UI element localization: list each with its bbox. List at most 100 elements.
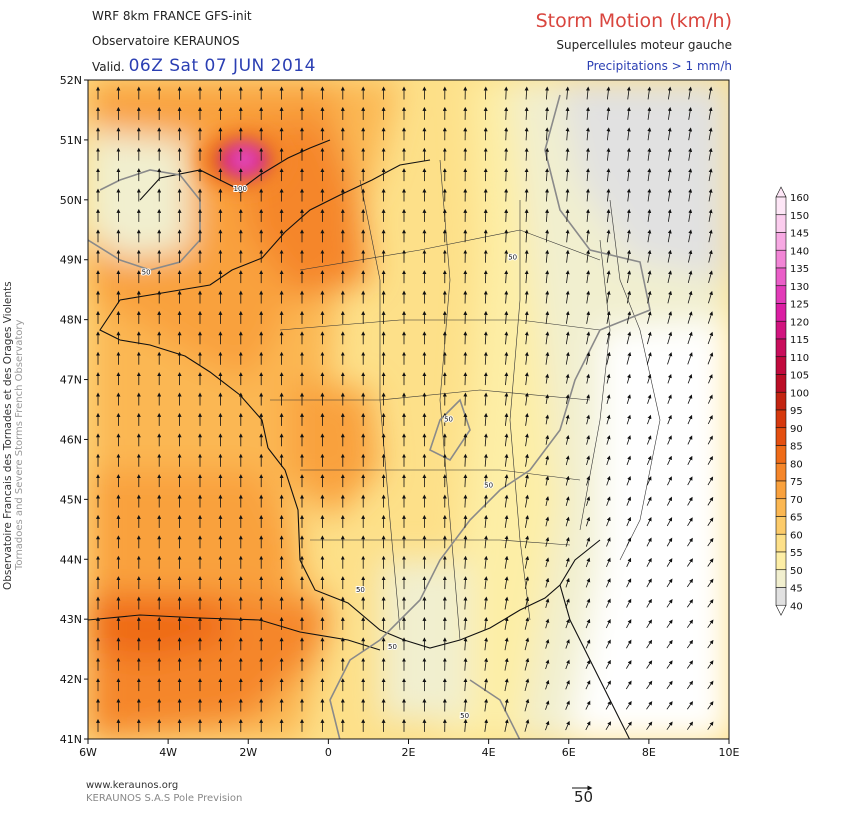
longitude-axis: 6W 4W 2W 0 2E 4E 6E 8E 10E (79, 739, 740, 759)
motion-arrow (586, 270, 591, 284)
legend-value: 140 (790, 246, 809, 257)
motion-arrow (504, 719, 509, 732)
motion-arrow (666, 680, 673, 690)
motion-arrow (708, 229, 713, 243)
motion-arrow (667, 188, 672, 202)
motion-arrow (708, 374, 713, 384)
legend-swatch (775, 409, 787, 429)
reference-arrow-value: 50 (574, 788, 594, 806)
motion-arrow (606, 311, 611, 324)
motion-arrow (585, 618, 591, 629)
motion-arrow (707, 680, 714, 690)
motion-arrow (667, 270, 672, 284)
motion-arrow (606, 435, 611, 445)
motion-arrow (605, 659, 611, 669)
motion-arrow (647, 208, 652, 222)
motion-arrow (647, 86, 652, 100)
motion-arrow (667, 127, 672, 141)
motion-arrow (484, 616, 489, 630)
motion-arrow (545, 373, 550, 384)
motion-arrow (647, 394, 652, 404)
motion-arrow (646, 578, 652, 588)
motion-arrow (585, 700, 591, 710)
lat-tick-label: 41N (60, 733, 82, 746)
motion-arrow (545, 455, 550, 466)
motion-arrow (606, 208, 611, 222)
motion-arrow (625, 721, 632, 730)
motion-arrow (565, 86, 570, 100)
motion-arrow (565, 577, 570, 588)
motion-arrow (626, 147, 631, 161)
motion-arrow (483, 372, 488, 386)
motion-arrow (545, 434, 550, 445)
lat-tick-label: 52N (60, 74, 82, 87)
motion-arrow (647, 229, 652, 243)
motion-arrow (565, 229, 570, 243)
legend-swatch (775, 232, 787, 251)
motion-arrow (667, 106, 672, 120)
motion-arrow (585, 680, 591, 690)
motion-arrow (688, 168, 693, 182)
legend-swatch (775, 533, 787, 553)
motion-arrow (565, 147, 570, 161)
motion-arrow (545, 516, 550, 527)
motion-arrow (666, 599, 673, 608)
motion-arrow (483, 474, 488, 488)
motion-arrow (585, 537, 591, 547)
motion-arrow (585, 168, 590, 182)
motion-arrow (606, 249, 611, 263)
motion-arrow (626, 537, 632, 547)
motion-arrow (626, 639, 632, 649)
motion-arrow (524, 433, 529, 447)
motion-arrow (626, 188, 631, 202)
motion-arrow (524, 535, 530, 549)
motion-arrow (545, 331, 550, 345)
motion-arrow (483, 433, 488, 447)
motion-arrow (606, 394, 611, 404)
motion-arrow (606, 147, 611, 161)
legend-value: 115 (790, 335, 809, 346)
contour-label: 50 (484, 481, 493, 489)
motion-arrow (667, 147, 672, 161)
speed-legend: 160 150 145 140 135 130 125 120 115 110 105 100 95 90… (775, 186, 809, 616)
motion-arrow (606, 496, 611, 506)
motion-arrow (708, 86, 713, 100)
motion-arrow (646, 476, 652, 486)
motion-arrow (585, 639, 591, 649)
motion-arrow (687, 331, 693, 345)
motion-arrow (707, 435, 713, 445)
motion-arrow (667, 476, 672, 486)
motion-arrow (707, 394, 713, 404)
motion-arrow (606, 414, 611, 425)
lat-tick-label: 49N (60, 254, 82, 267)
motion-arrow (484, 698, 489, 712)
valid-time: Valid. 06Z Sat 07 JUN 2014 (92, 56, 316, 76)
motion-arrow (586, 351, 591, 365)
motion-arrow (524, 106, 529, 120)
motion-arrow (647, 147, 652, 161)
legend-swatch (775, 587, 787, 606)
motion-arrow (463, 576, 468, 590)
motion-arrow (565, 188, 570, 202)
motion-arrow (545, 290, 550, 304)
motion-arrow (687, 537, 693, 547)
motion-arrow (646, 496, 652, 506)
motion-arrow (545, 700, 550, 710)
motion-arrow (545, 229, 550, 243)
motion-arrow (646, 639, 653, 649)
legend-value: 40 (790, 601, 803, 612)
motion-arrow (707, 517, 714, 526)
motion-arrow (586, 290, 591, 304)
motion-arrow (524, 555, 530, 569)
motion-arrow (647, 414, 652, 425)
motion-arrow (647, 290, 652, 304)
motion-arrow (606, 373, 611, 384)
website-link[interactable]: www.keraunos.org (86, 780, 179, 791)
motion-arrow (626, 496, 632, 506)
motion-arrow (626, 229, 631, 243)
motion-arrow (626, 127, 631, 141)
motion-arrow (484, 637, 489, 651)
motion-arrow (524, 412, 529, 426)
legend-value: 60 (790, 530, 803, 541)
motion-arrow (626, 455, 631, 466)
